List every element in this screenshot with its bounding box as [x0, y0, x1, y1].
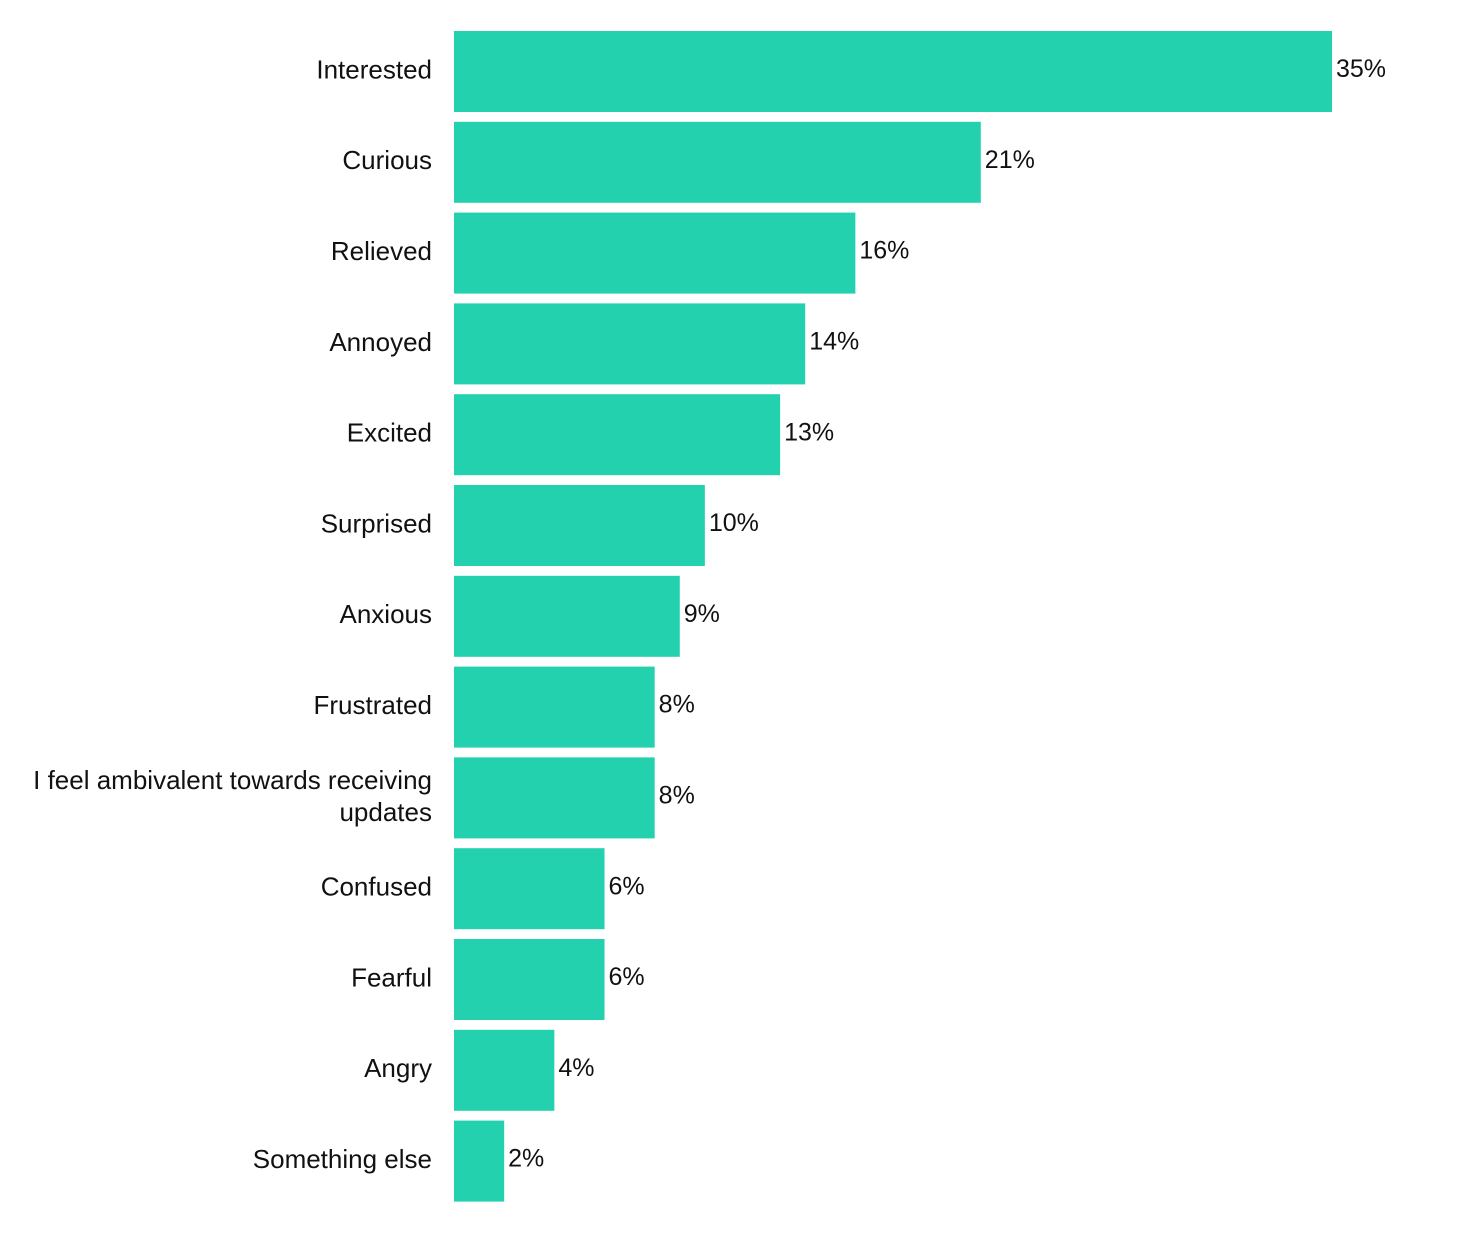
category-label: Surprised	[321, 508, 432, 538]
category-label: Curious	[342, 145, 432, 175]
bar	[454, 31, 1332, 112]
data-label: 6%	[609, 963, 645, 991]
category-label: Angry	[364, 1053, 432, 1083]
category-label: Annoyed	[329, 327, 432, 357]
bar	[454, 1029, 555, 1111]
data-label: 35%	[1336, 55, 1386, 83]
category-label-line: Frustrated	[314, 690, 433, 720]
category-label-line: Fearful	[351, 962, 432, 992]
data-label: 14%	[809, 328, 859, 356]
category-label-line: Anxious	[340, 599, 433, 629]
category-label: Something else	[253, 1144, 432, 1174]
category-label-line: Angry	[364, 1053, 432, 1083]
category-label: Relieved	[331, 236, 432, 266]
bar	[454, 666, 655, 748]
bar	[454, 485, 705, 566]
category-label: Fearful	[351, 962, 432, 992]
category-label: I feel ambivalent towards receiving updat…	[33, 765, 432, 827]
category-label-line: I feel ambivalent towards receiving	[33, 765, 432, 795]
data-label: 6%	[609, 872, 645, 900]
data-label: 8%	[659, 782, 695, 810]
category-label-line: updates	[339, 797, 432, 827]
category-label-line: Interested	[316, 54, 432, 84]
bar	[454, 394, 781, 476]
category-label: Anxious	[340, 599, 433, 629]
data-label: 16%	[859, 237, 909, 265]
category-label-line: Relieved	[331, 236, 432, 266]
data-label: 4%	[558, 1054, 594, 1082]
category-label: Frustrated	[314, 690, 433, 720]
category-label: Interested	[316, 54, 432, 84]
data-label: 21%	[985, 146, 1035, 174]
category-label-line: Confused	[321, 872, 432, 902]
bar	[454, 1120, 505, 1202]
data-label: 2%	[508, 1145, 544, 1173]
category-label: Confused	[321, 872, 432, 902]
data-label: 10%	[709, 509, 759, 537]
category-label-line: Excited	[347, 418, 432, 448]
category-label-line: Annoyed	[329, 327, 432, 357]
data-label: 8%	[659, 691, 695, 719]
bar	[454, 303, 806, 385]
bar	[454, 575, 680, 657]
category-label: Excited	[347, 418, 432, 448]
category-label-line: Curious	[342, 145, 432, 175]
bar	[454, 212, 856, 294]
bar	[454, 121, 981, 203]
bar	[454, 939, 605, 1020]
bar	[454, 757, 655, 839]
data-label: 13%	[784, 418, 834, 446]
data-label: 9%	[684, 600, 720, 628]
category-label-line: Surprised	[321, 508, 432, 538]
category-label-line: Something else	[253, 1144, 432, 1174]
bar	[454, 848, 605, 930]
